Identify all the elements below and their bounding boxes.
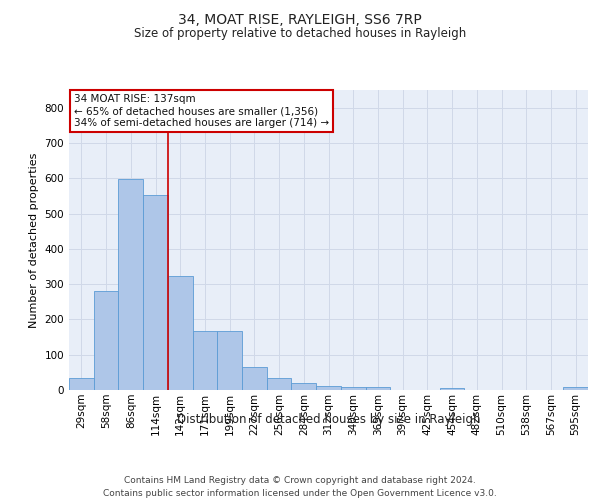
Text: Distribution of detached houses by size in Rayleigh: Distribution of detached houses by size … [177, 412, 481, 426]
Bar [118, 180, 143, 390]
Text: Size of property relative to detached houses in Rayleigh: Size of property relative to detached ho… [134, 28, 466, 40]
Bar [267, 378, 292, 390]
Text: 34, MOAT RISE, RAYLEIGH, SS6 7RP: 34, MOAT RISE, RAYLEIGH, SS6 7RP [178, 12, 422, 26]
Text: Contains HM Land Registry data © Crown copyright and database right 2024.
Contai: Contains HM Land Registry data © Crown c… [103, 476, 497, 498]
Bar [341, 387, 365, 390]
Bar [69, 378, 94, 390]
Bar [292, 383, 316, 390]
Bar [94, 291, 118, 390]
Bar [563, 387, 588, 390]
Bar [143, 195, 168, 390]
Bar [217, 330, 242, 390]
Y-axis label: Number of detached properties: Number of detached properties [29, 152, 39, 328]
Bar [365, 387, 390, 390]
Bar [242, 367, 267, 390]
Bar [168, 276, 193, 390]
Bar [440, 388, 464, 390]
Text: 34 MOAT RISE: 137sqm
← 65% of detached houses are smaller (1,356)
34% of semi-de: 34 MOAT RISE: 137sqm ← 65% of detached h… [74, 94, 329, 128]
Bar [316, 386, 341, 390]
Bar [193, 330, 217, 390]
